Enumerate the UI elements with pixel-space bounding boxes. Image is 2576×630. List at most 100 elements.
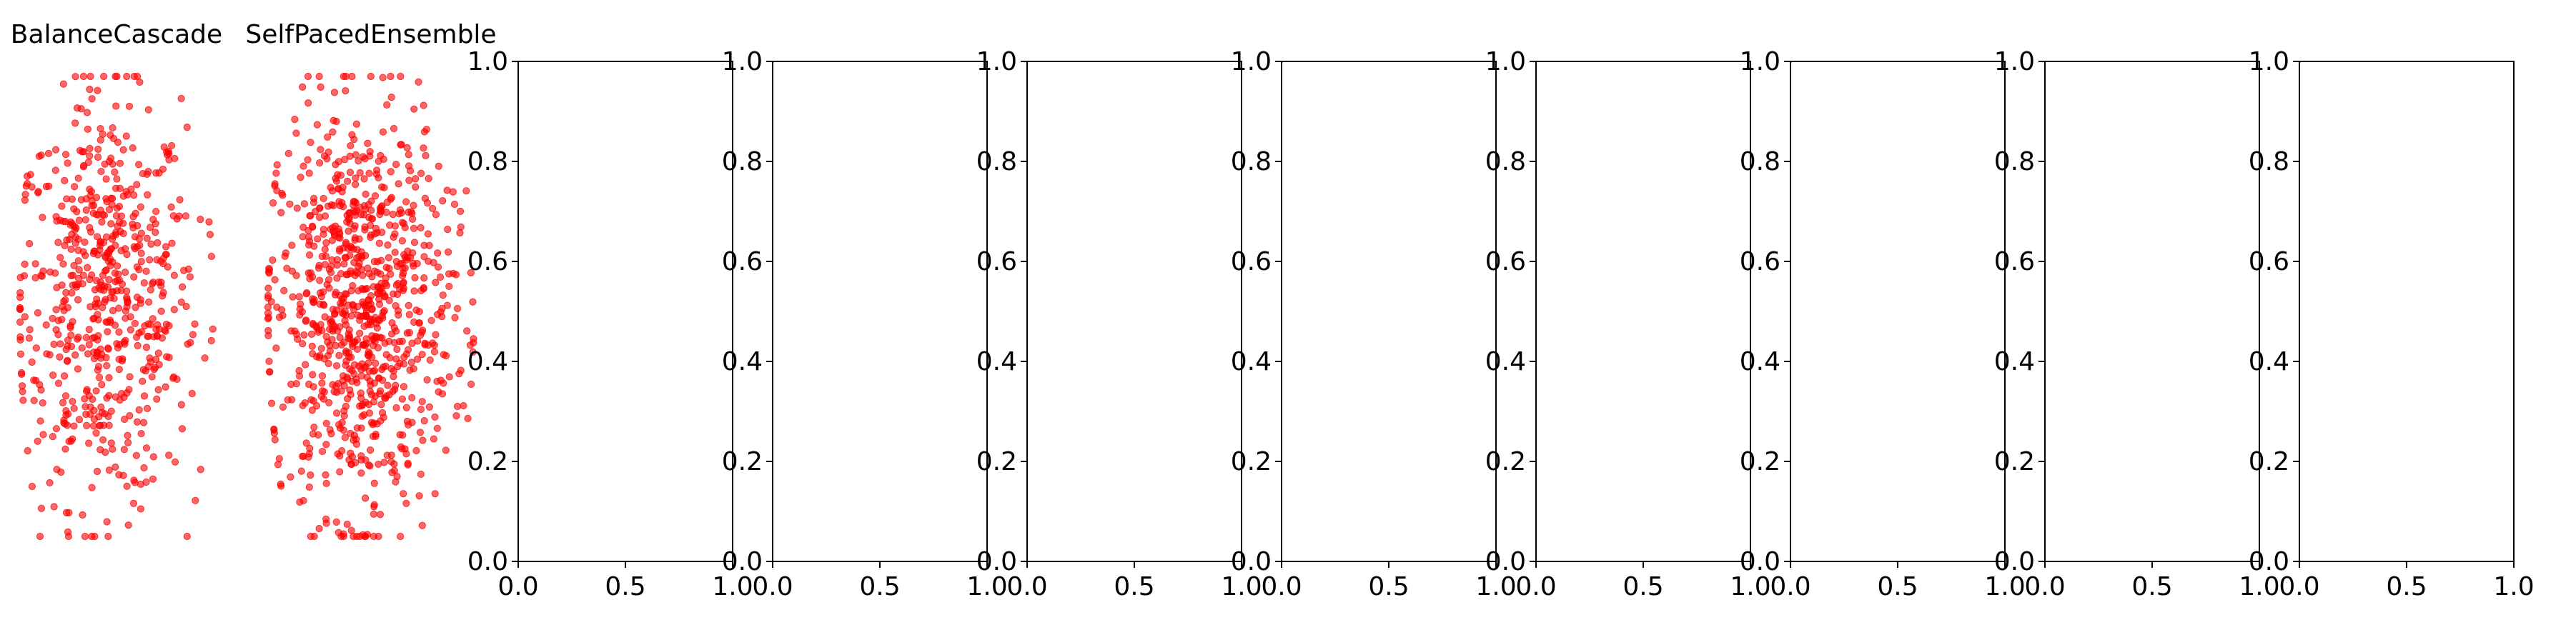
scatter-point — [370, 479, 378, 487]
scatter-point — [355, 286, 362, 295]
scatter-point — [68, 230, 76, 239]
scatter-point — [289, 293, 297, 301]
scatter-point — [417, 470, 425, 479]
scatter-point — [412, 446, 420, 454]
scatter-point — [384, 241, 392, 249]
scatter-point — [333, 274, 341, 282]
scatter-point — [35, 152, 44, 160]
scatter-point — [165, 156, 173, 164]
scatter-point — [19, 396, 27, 404]
scatter-point — [93, 233, 101, 241]
scatter-point — [71, 73, 79, 81]
scatter-point — [405, 176, 413, 184]
scatter-point — [389, 210, 397, 219]
scatter-point — [379, 314, 387, 322]
scatter-point — [162, 243, 170, 251]
scatter-point — [345, 332, 354, 340]
scatter-point — [305, 483, 313, 491]
scatter-point — [271, 276, 279, 284]
scatter-point — [117, 286, 125, 294]
x-tick-label: 0.5 — [2386, 572, 2427, 601]
scatter-point — [304, 72, 312, 81]
scatter-point — [410, 239, 419, 246]
scatter-point — [379, 128, 387, 136]
scatter-point — [314, 264, 323, 272]
scatter-point — [177, 94, 185, 103]
scatter-point — [362, 494, 370, 502]
scatter-point — [139, 377, 147, 385]
scatter-point — [305, 169, 313, 177]
scatter-point — [130, 191, 138, 199]
scatter-point — [107, 439, 115, 447]
scatter-point — [367, 72, 375, 81]
scatter-point — [137, 296, 144, 304]
scatter-point — [322, 471, 330, 479]
scatter-point — [335, 351, 343, 359]
scatter-point — [423, 376, 431, 384]
scatter-point — [98, 381, 106, 389]
scatter-point — [279, 403, 287, 411]
scatter-point — [330, 89, 339, 96]
scatter-point — [365, 169, 373, 177]
scatter-point — [355, 316, 364, 324]
scatter-point — [293, 204, 301, 212]
scatter-point — [375, 390, 384, 398]
scatter-point — [75, 216, 83, 224]
scatter-point — [379, 74, 387, 81]
scatter-point — [31, 274, 39, 281]
scatter-point — [155, 325, 164, 333]
scatter-point — [430, 348, 439, 356]
scatter-point — [340, 426, 347, 434]
scatter-point — [102, 233, 111, 241]
y-tick-label: 0.2 — [1231, 447, 1272, 476]
scatter-point — [387, 458, 395, 466]
y-tick-label: 0.0 — [722, 547, 763, 576]
scatter-point — [435, 388, 442, 396]
scatter-point — [52, 424, 61, 433]
x-tick-label: 0.5 — [1114, 572, 1154, 601]
scatter-point — [373, 229, 381, 236]
scatter-point — [322, 419, 330, 427]
scatter-point — [302, 317, 309, 325]
scatter-point — [130, 273, 138, 281]
scatter-point — [26, 240, 34, 248]
scatter-point — [69, 435, 76, 443]
scatter-point — [277, 480, 284, 488]
scatter-point — [86, 86, 94, 94]
scatter-point — [78, 344, 86, 352]
scatter-point — [97, 167, 105, 176]
scatter-point — [439, 197, 447, 205]
scatter-point — [397, 209, 405, 217]
scatter-point — [361, 302, 369, 310]
scatter-point — [399, 269, 407, 277]
scatter-point — [111, 168, 119, 176]
scatter-point — [96, 421, 104, 430]
scatter-point — [34, 309, 42, 317]
scatter-point — [264, 268, 273, 276]
x-tick-label: 0.5 — [2131, 572, 2172, 601]
subplot-5: 0.0 0.2 0.4 0.6 0.8 1.0 0.0 0.5 1.0 — [976, 47, 1262, 601]
scatter-point — [145, 298, 153, 306]
scatter-point — [288, 396, 296, 404]
scatter-point — [402, 350, 410, 358]
scatter-point — [119, 471, 127, 479]
scatter-point — [395, 180, 402, 188]
scatter-point — [322, 479, 330, 487]
scatter-point — [16, 274, 24, 281]
scatter-point — [418, 521, 426, 529]
scatter-point — [386, 354, 394, 362]
scatter-point — [140, 279, 148, 287]
scatter-point — [408, 394, 416, 401]
scatter-point — [155, 361, 163, 369]
y-tick-label: 0.2 — [1740, 447, 1780, 476]
y-tick-label: 0.0 — [1740, 547, 1780, 576]
scatter-point — [292, 129, 300, 137]
scatter-point — [410, 262, 417, 270]
scatter-point — [68, 289, 76, 297]
scatter-point — [69, 318, 76, 326]
scatter-point — [39, 399, 46, 407]
scatter-point — [316, 289, 325, 297]
y-tick-label: 0.6 — [1231, 247, 1272, 276]
scatter-point — [355, 157, 362, 165]
scatter-point — [67, 245, 75, 254]
